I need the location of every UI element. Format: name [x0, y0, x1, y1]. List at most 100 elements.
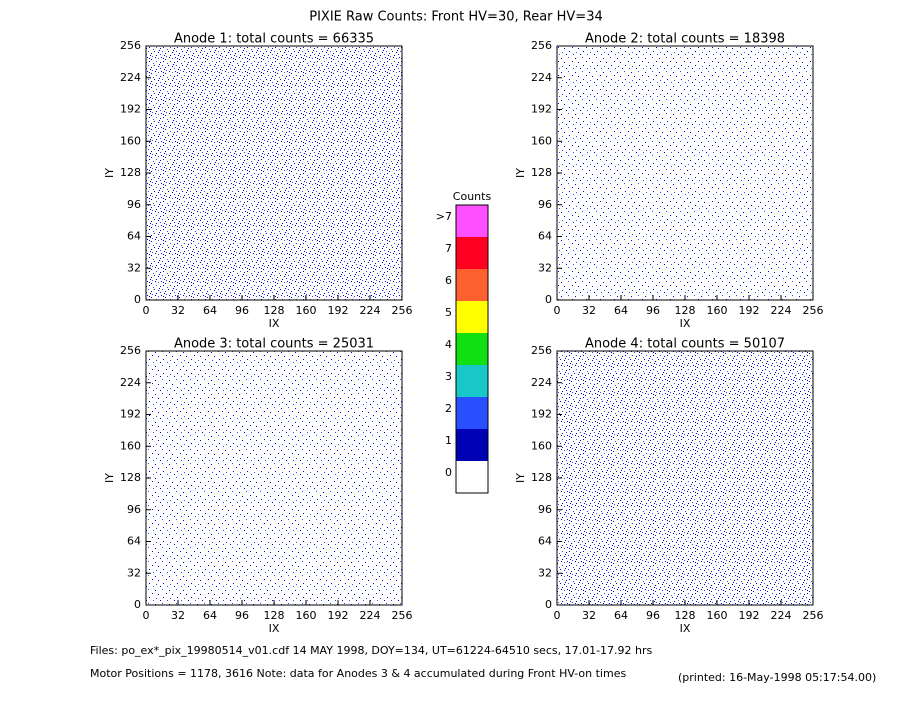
y-tick-label: 0: [545, 598, 552, 611]
heatmap-area: [146, 351, 402, 605]
y-tick-label: 256: [531, 344, 552, 357]
colorbar-label: 6: [445, 274, 452, 287]
x-tick-label: 96: [235, 304, 249, 317]
x-tick-label: 192: [328, 609, 349, 622]
x-axis-label: IX: [269, 622, 280, 635]
x-tick-label: 128: [264, 304, 285, 317]
y-tick-label: 224: [531, 376, 552, 389]
y-tick-label: 32: [127, 261, 141, 274]
colorbar-label: 4: [445, 338, 452, 351]
panel-title: Anode 3: total counts = 25031: [174, 337, 374, 352]
y-tick-label: 32: [538, 261, 552, 274]
colorbar-cell: [456, 429, 488, 461]
y-tick-label: 256: [120, 39, 141, 52]
x-tick-label: 256: [392, 304, 413, 317]
x-tick-label: 32: [171, 609, 185, 622]
x-tick-label: 224: [360, 609, 381, 622]
x-tick-label: 0: [554, 304, 561, 317]
colorbar-label: 7: [445, 242, 452, 255]
panel-title: Anode 1: total counts = 66335: [174, 32, 374, 47]
y-axis-label: IY: [103, 168, 116, 178]
footer-motor: Motor Positions = 1178, 3616 Note: data …: [90, 667, 626, 680]
y-tick-label: 128: [531, 471, 552, 484]
x-tick-label: 0: [554, 609, 561, 622]
y-tick-label: 192: [120, 408, 141, 421]
y-tick-label: 64: [538, 535, 552, 548]
y-axis-label: IY: [514, 473, 527, 483]
y-tick-label: 96: [538, 503, 552, 516]
x-tick-label: 224: [360, 304, 381, 317]
colorbar-cell: [456, 461, 488, 493]
y-tick-label: 64: [127, 230, 141, 243]
x-tick-label: 64: [203, 304, 217, 317]
x-tick-label: 192: [739, 609, 760, 622]
y-axis-label: IY: [103, 473, 116, 483]
colorbar-cell: [456, 365, 488, 397]
heatmap-area: [146, 46, 402, 300]
colorbar-cell: [456, 333, 488, 365]
y-tick-label: 160: [120, 134, 141, 147]
x-tick-label: 64: [203, 609, 217, 622]
y-tick-label: 160: [531, 439, 552, 452]
panel-title: Anode 2: total counts = 18398: [585, 32, 785, 47]
colorbar-label: 1: [445, 434, 452, 447]
y-tick-label: 0: [545, 293, 552, 306]
y-tick-label: 64: [538, 230, 552, 243]
colorbar-cell: [456, 237, 488, 269]
colorbar-cell: [456, 205, 488, 237]
x-tick-label: 32: [171, 304, 185, 317]
colorbar-label: >7: [436, 210, 452, 223]
y-tick-label: 96: [127, 503, 141, 516]
x-tick-label: 192: [739, 304, 760, 317]
x-tick-label: 128: [675, 609, 696, 622]
y-tick-label: 192: [120, 103, 141, 116]
x-tick-label: 224: [771, 304, 792, 317]
x-axis-label: IX: [680, 317, 691, 330]
x-tick-label: 256: [803, 304, 824, 317]
y-tick-label: 192: [531, 103, 552, 116]
x-axis-label: IX: [680, 622, 691, 635]
x-tick-label: 96: [235, 609, 249, 622]
x-tick-label: 160: [296, 609, 317, 622]
x-tick-label: 64: [614, 609, 628, 622]
colorbar-cell: [456, 269, 488, 301]
x-tick-label: 128: [264, 609, 285, 622]
y-tick-label: 256: [120, 344, 141, 357]
panel-title: Anode 4: total counts = 50107: [585, 337, 785, 352]
colorbar-label: 3: [445, 370, 452, 383]
x-tick-label: 32: [582, 304, 596, 317]
x-axis-label: IX: [269, 317, 280, 330]
y-tick-label: 128: [120, 471, 141, 484]
x-tick-label: 96: [646, 609, 660, 622]
y-tick-label: 256: [531, 39, 552, 52]
y-tick-label: 224: [120, 71, 141, 84]
x-tick-label: 64: [614, 304, 628, 317]
y-tick-label: 160: [120, 439, 141, 452]
y-tick-label: 224: [531, 71, 552, 84]
colorbar-cell: [456, 301, 488, 333]
figure-title: PIXIE Raw Counts: Front HV=30, Rear HV=3…: [309, 10, 603, 25]
y-tick-label: 64: [127, 535, 141, 548]
y-tick-label: 160: [531, 134, 552, 147]
footer-files: Files: po_ex*_pix_19980514_v01.cdf 14 MA…: [90, 644, 653, 657]
y-tick-label: 96: [538, 198, 552, 211]
y-tick-label: 0: [134, 293, 141, 306]
heatmap-area: [557, 351, 813, 605]
x-tick-label: 160: [707, 304, 728, 317]
colorbar-title: Counts: [453, 190, 492, 203]
colorbar-label: 5: [445, 306, 452, 319]
x-tick-label: 224: [771, 609, 792, 622]
footer-printed: (printed: 16-May-1998 05:17:54.00): [678, 671, 876, 684]
x-tick-label: 0: [143, 609, 150, 622]
x-tick-label: 160: [707, 609, 728, 622]
y-tick-label: 32: [127, 566, 141, 579]
y-tick-label: 96: [127, 198, 141, 211]
x-tick-label: 160: [296, 304, 317, 317]
colorbar-cell: [456, 397, 488, 429]
x-tick-label: 32: [582, 609, 596, 622]
x-tick-label: 96: [646, 304, 660, 317]
x-tick-label: 192: [328, 304, 349, 317]
y-tick-label: 192: [531, 408, 552, 421]
y-tick-label: 32: [538, 566, 552, 579]
